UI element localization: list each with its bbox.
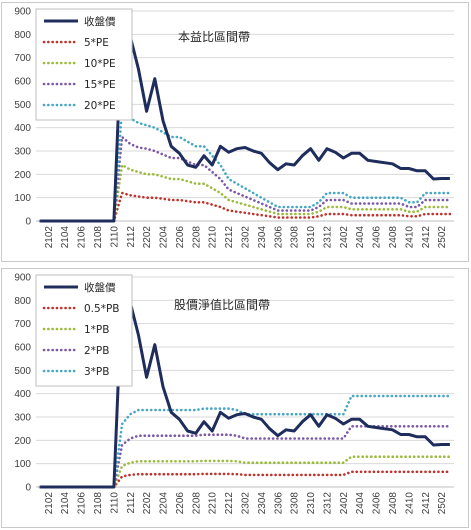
x-tick-label: 2204 [159, 492, 170, 515]
legend-entry: 收盤價 [84, 15, 116, 28]
y-tick-label: 900 [14, 273, 31, 284]
chart-title: 股價淨值比區間帶 [174, 297, 270, 312]
x-tick-label: 2308 [290, 492, 301, 515]
x-tick-label: 2402 [339, 492, 350, 515]
x-tick-label: 2406 [372, 226, 383, 249]
x-tick-label: 2202 [142, 492, 153, 515]
x-tick-label: 2212 [224, 492, 235, 515]
legend-entry: 3*PB [84, 366, 109, 378]
y-tick-label: 400 [14, 123, 31, 134]
x-tick-label: 2406 [372, 492, 383, 515]
x-tick-label: 2408 [388, 492, 399, 515]
legend-entry: 10*PE [84, 58, 116, 70]
pe-band-chart-panel: 0 100 200 300 400 500 600 700 800 900 2102 2104 2106… [1, 2, 469, 262]
legend-entry: 1*PB [84, 324, 109, 336]
y-tick-label: 400 [14, 389, 31, 400]
x-tick-label: 2304 [257, 492, 268, 515]
x-tick-label: 2312 [322, 492, 333, 515]
series-line-0 [40, 287, 450, 489]
legend-entry: 15*PE [84, 79, 116, 91]
x-tick-label: 2210 [208, 492, 219, 515]
series-line-0 [40, 21, 450, 223]
x-tick-label: 2206 [175, 226, 186, 249]
x-tick-label: 2302 [241, 226, 252, 249]
x-tick-label: 2306 [273, 492, 284, 515]
x-tick-label: 2106 [77, 492, 88, 515]
legend-entry: 20*PE [84, 100, 116, 112]
legend-box [35, 274, 133, 387]
chart-title: 本益比區間帶 [178, 30, 250, 44]
legend-entry: 5*PE [84, 37, 109, 49]
x-tick-label: 2104 [60, 226, 71, 249]
x-tick-label: 2112 [126, 492, 137, 514]
y-tick-label: 500 [14, 100, 31, 111]
x-tick-label: 2206 [175, 492, 186, 515]
x-tick-label: 2102 [44, 226, 55, 249]
x-tick-label: 2306 [273, 226, 284, 249]
pe-band-chart: 0 100 200 300 400 500 600 700 800 900 2102 2104 2106… [14, 7, 454, 249]
y-tick-label: 100 [14, 459, 31, 470]
y-tick-label: 900 [14, 7, 31, 18]
x-tick-label: 2310 [306, 492, 317, 515]
series-line-2 [38, 455, 452, 489]
x-tick-label: 2404 [355, 492, 366, 515]
x-tick-label: 2302 [241, 492, 252, 515]
legend-entry: 0.5*PB [84, 303, 119, 315]
y-tick-label: 0 [25, 217, 31, 228]
y-tick-label: 600 [14, 343, 31, 354]
y-tick-label: 100 [14, 193, 31, 204]
x-tick-label: 2404 [355, 226, 366, 249]
y-tick-label: 600 [14, 77, 31, 88]
x-tick-label: 2108 [93, 226, 104, 249]
pb-band-chart-panel: 0 100 200 300 400 500 600 700 800 900 2102 2104 2106… [1, 268, 469, 528]
x-tick-label: 2108 [93, 492, 104, 515]
x-tick-label: 2204 [159, 226, 170, 249]
x-tick-label: 2208 [191, 492, 202, 515]
x-tick-label: 2410 [404, 492, 415, 515]
x-tick-label: 2110 [109, 492, 120, 514]
x-tick-label: 2304 [257, 226, 268, 249]
y-tick-label: 200 [14, 170, 31, 181]
x-tick-label: 2310 [306, 226, 317, 249]
y-tick-label: 0 [25, 483, 31, 494]
x-tick-label: 2412 [421, 492, 432, 515]
legend-entry: 2*PB [84, 345, 109, 357]
y-tick-label: 800 [14, 296, 31, 307]
legend: 收盤價 0.5*PB 1*PB 2*PB 3*PB [35, 274, 133, 387]
x-tick-label: 2308 [290, 226, 301, 249]
x-tick-label: 2408 [388, 226, 399, 249]
y-tick-label: 300 [14, 147, 31, 158]
x-tick-label: 2112 [126, 226, 137, 248]
y-tick-label: 700 [14, 53, 31, 64]
y-tick-label: 200 [14, 436, 31, 447]
y-tick-label: 300 [14, 413, 31, 424]
x-tick-label: 2208 [191, 226, 202, 249]
series-line-4 [38, 394, 452, 489]
x-tick-label: 2110 [109, 226, 120, 248]
y-tick-label: 700 [14, 319, 31, 330]
pb-band-chart: 0 100 200 300 400 500 600 700 800 900 2102 2104 2106… [14, 273, 454, 515]
x-tick-label: 2202 [142, 226, 153, 249]
x-tick-label: 2210 [208, 226, 219, 249]
x-tick-label: 2502 [437, 226, 448, 249]
series-line-1 [38, 470, 452, 489]
x-tick-label: 2312 [322, 226, 333, 249]
x-tick-label: 2502 [437, 492, 448, 515]
legend-entry: 收盤價 [84, 281, 116, 294]
x-tick-label: 2106 [77, 226, 88, 249]
x-tick-label: 2402 [339, 226, 350, 249]
x-tick-label: 2410 [404, 226, 415, 249]
x-tick-label: 2102 [44, 492, 55, 515]
y-tick-label: 800 [14, 30, 31, 41]
legend: 收盤價 5*PE 10*PE 15*PE 20*PE [35, 8, 133, 121]
x-tick-label: 2212 [224, 226, 235, 249]
y-tick-label: 500 [14, 366, 31, 377]
legend-box [35, 8, 133, 121]
x-tick-label: 2412 [421, 226, 432, 249]
x-tick-label: 2104 [60, 492, 71, 515]
